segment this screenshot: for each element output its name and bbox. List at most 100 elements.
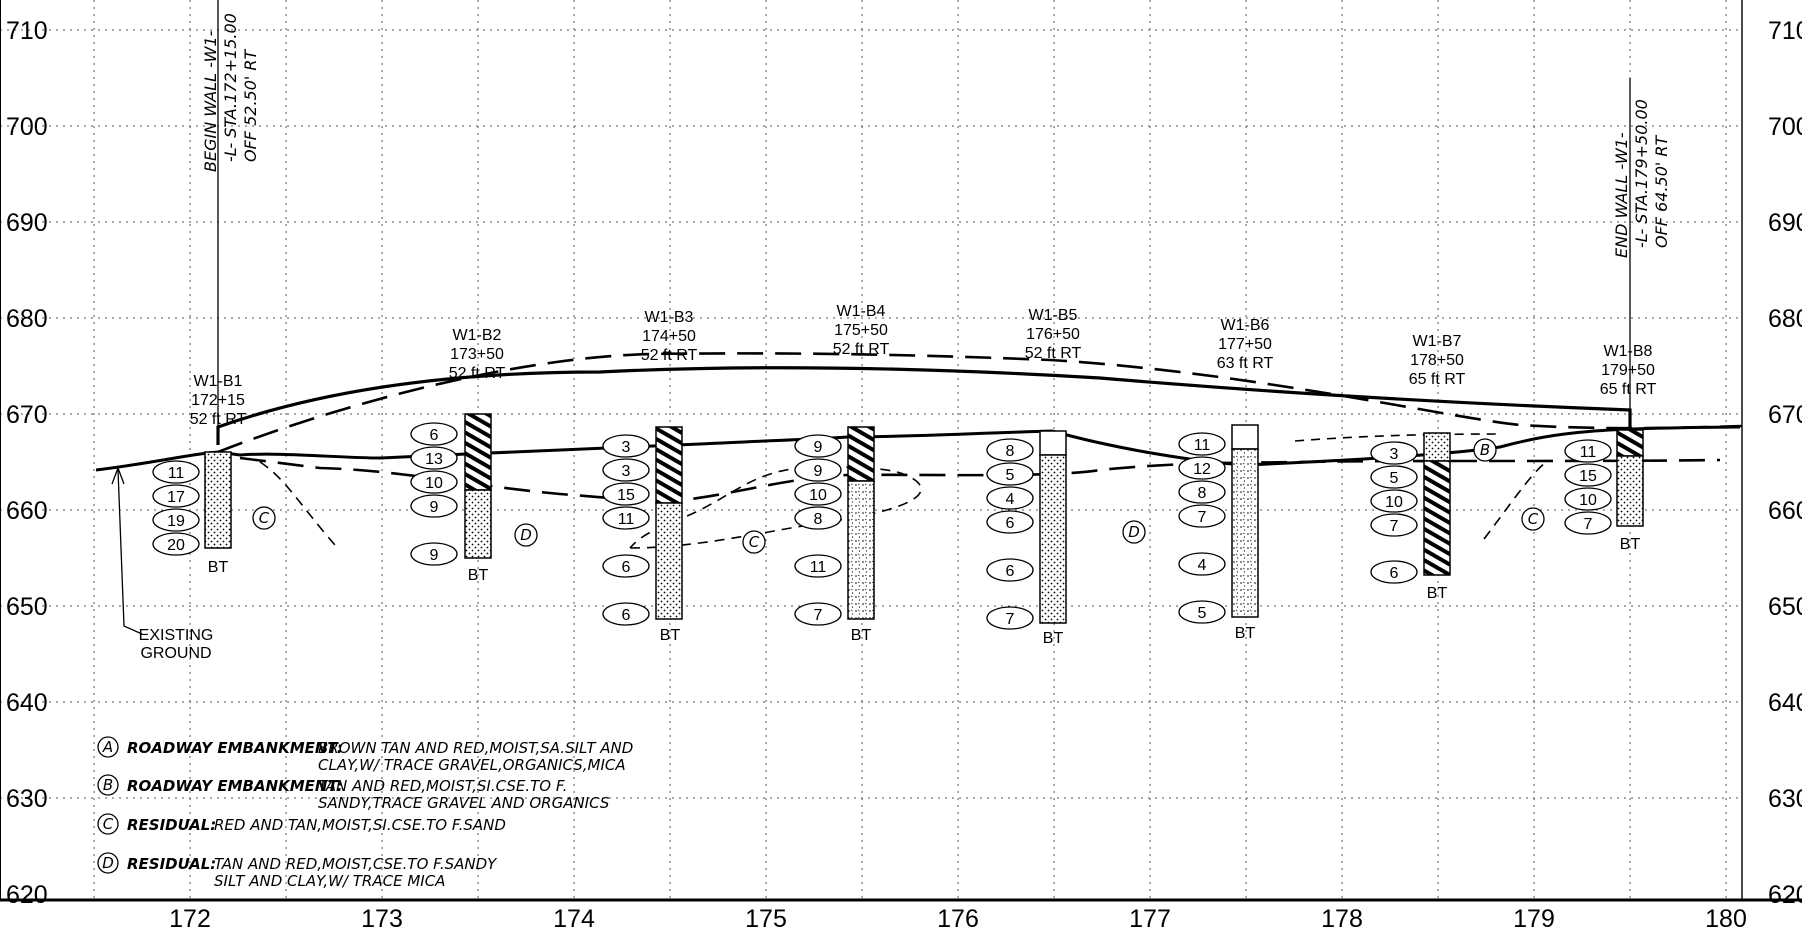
blow-count: 7 [794, 602, 842, 626]
svg-text:4: 4 [1006, 491, 1015, 508]
bottom-label: BT [1235, 625, 1256, 642]
y-tick-label-right: 620 [1768, 881, 1802, 909]
blow-count: 6 [602, 554, 650, 578]
borehole-offset: 52 ft RT [641, 347, 698, 364]
svg-text:5: 5 [1006, 467, 1015, 484]
zone-label-c-3: C [1521, 507, 1545, 531]
boring-column-lower [1039, 454, 1067, 624]
svg-text:15: 15 [1579, 468, 1597, 485]
svg-text:15: 15 [617, 487, 635, 504]
blow-count: 10 [1564, 487, 1612, 511]
blow-count: 7 [1564, 511, 1612, 535]
blow-count: 11 [1564, 439, 1612, 463]
svg-text:3: 3 [622, 463, 631, 480]
legend-title: ROADWAY EMBANKMENT: [127, 777, 343, 795]
borehole-offset: 63 ft RT [1217, 355, 1274, 372]
boring-column [204, 451, 232, 549]
svg-text:7: 7 [1584, 516, 1593, 533]
bottom-label: BT [1620, 536, 1641, 553]
x-tick-label: 178 [1321, 905, 1363, 930]
y-tick-label-right: 660 [1768, 497, 1802, 525]
svg-text:10: 10 [425, 475, 443, 492]
zone-labels: C D C D B C [252, 438, 1545, 554]
embankment-b-boundary [1294, 433, 1501, 442]
borehole-offset: 52 ft RT [1025, 345, 1082, 362]
svg-text:6: 6 [1390, 565, 1399, 582]
bottom-label: BT [208, 559, 229, 576]
svg-text:6: 6 [1006, 515, 1015, 532]
svg-text:20: 20 [167, 537, 185, 554]
x-tick-label: 176 [937, 905, 979, 930]
svg-text:11: 11 [168, 465, 185, 482]
zone-label-d-2: D [1122, 520, 1146, 544]
legend-text-2: SANDY,TRACE GRAVEL AND ORGANICS [318, 794, 610, 812]
boring-column-upper [655, 426, 683, 504]
svg-text:11: 11 [1580, 444, 1597, 461]
x-tick-label: 173 [361, 905, 403, 930]
legend-text-1: RED AND TAN,MOIST,SI.CSE.TO F.SAND [214, 816, 506, 834]
end-wall-line-1: END WALL -W1- [1612, 132, 1631, 258]
svg-text:8: 8 [814, 511, 823, 528]
y-tick-label-left: 660 [6, 497, 48, 525]
y-axis-left: 710 700 690 680 670 660 650 640 630 620 [6, 17, 48, 909]
borehole-id: W1-B6 [1221, 317, 1270, 334]
blow-count: 6 [602, 602, 650, 626]
y-tick-label-right: 650 [1768, 593, 1802, 621]
svg-text:10: 10 [1579, 492, 1597, 509]
y-tick-label-left: 710 [6, 17, 48, 45]
borehole-w1-b4: W1-B4 175+50 52 ft RT BT 9 9 10 8 11 7 [794, 303, 890, 644]
blow-count: 6 [986, 558, 1034, 582]
svg-text:5: 5 [1198, 605, 1207, 622]
blow-count: 6 [986, 510, 1034, 534]
svg-text:9: 9 [430, 547, 439, 564]
svg-text:6: 6 [1006, 563, 1015, 580]
boring-column-lower [655, 502, 683, 620]
boring-column-upper [1231, 424, 1259, 450]
y-tick-label-left: 690 [6, 209, 48, 237]
blow-count: 11 [602, 506, 650, 530]
svg-text:10: 10 [1385, 494, 1403, 511]
boring-column-upper [847, 426, 875, 482]
dashed-line-upper [217, 352, 1743, 454]
borehole-station: 177+50 [1218, 336, 1272, 353]
end-wall-line-3: OFF 64.50' RT [1652, 135, 1671, 248]
blow-count: 10 [794, 482, 842, 506]
zone-label-c-1: C [252, 506, 276, 530]
begin-wall-line-3: OFF 52.50' RT [241, 49, 260, 162]
zone-label-d-1: D [514, 523, 538, 547]
borehole-station: 173+50 [450, 346, 504, 363]
blow-count: 10 [410, 470, 458, 494]
borehole-station: 179+50 [1601, 362, 1655, 379]
borehole-station: 174+50 [642, 328, 696, 345]
soil-legend: A ROADWAY EMBANKMENT: BROWN TAN AND RED,… [97, 736, 633, 890]
borehole-station: 176+50 [1026, 326, 1080, 343]
y-axis-right: 710 700 690 680 670 660 650 640 630 620 [1768, 17, 1802, 909]
boring-column-upper [1616, 429, 1644, 457]
blow-count: 7 [1370, 513, 1418, 537]
end-wall-line-2: -L- STA.179+50.00 [1632, 99, 1651, 248]
y-tick-label-left: 630 [6, 785, 48, 813]
legend-text-1: TAN AND RED,MOIST,CSE.TO F.SANDY [214, 855, 498, 873]
x-tick-label: 180 [1705, 905, 1747, 930]
legend-letter: C [103, 815, 114, 833]
boring-column-lower [847, 480, 875, 620]
svg-text:19: 19 [167, 513, 185, 530]
bottom-label: BT [1427, 585, 1448, 602]
x-tick-label: 177 [1129, 905, 1171, 930]
y-tick-label-left: 700 [6, 113, 48, 141]
legend-text-1: BROWN TAN AND RED,MOIST,SA.SILT AND [318, 739, 633, 757]
legend-letter: A [102, 738, 113, 756]
svg-text:6: 6 [622, 607, 631, 624]
legend-text-2: CLAY,W/ TRACE GRAVEL,ORGANICS,MICA [318, 756, 626, 774]
blow-count: 17 [152, 484, 200, 508]
blow-count: 15 [1564, 463, 1612, 487]
existing-ground-line-1: EXISTING [139, 627, 214, 644]
y-tick-label-right: 690 [1768, 209, 1802, 237]
legend-item-d: D RESIDUAL: TAN AND RED,MOIST,CSE.TO F.S… [97, 852, 498, 890]
blow-count: 10 [1370, 489, 1418, 513]
borehole-offset: 52 ft RT [833, 341, 890, 358]
blow-count: 4 [1178, 552, 1226, 576]
y-tick-label-right: 710 [1768, 17, 1802, 45]
svg-text:11: 11 [1194, 437, 1211, 454]
